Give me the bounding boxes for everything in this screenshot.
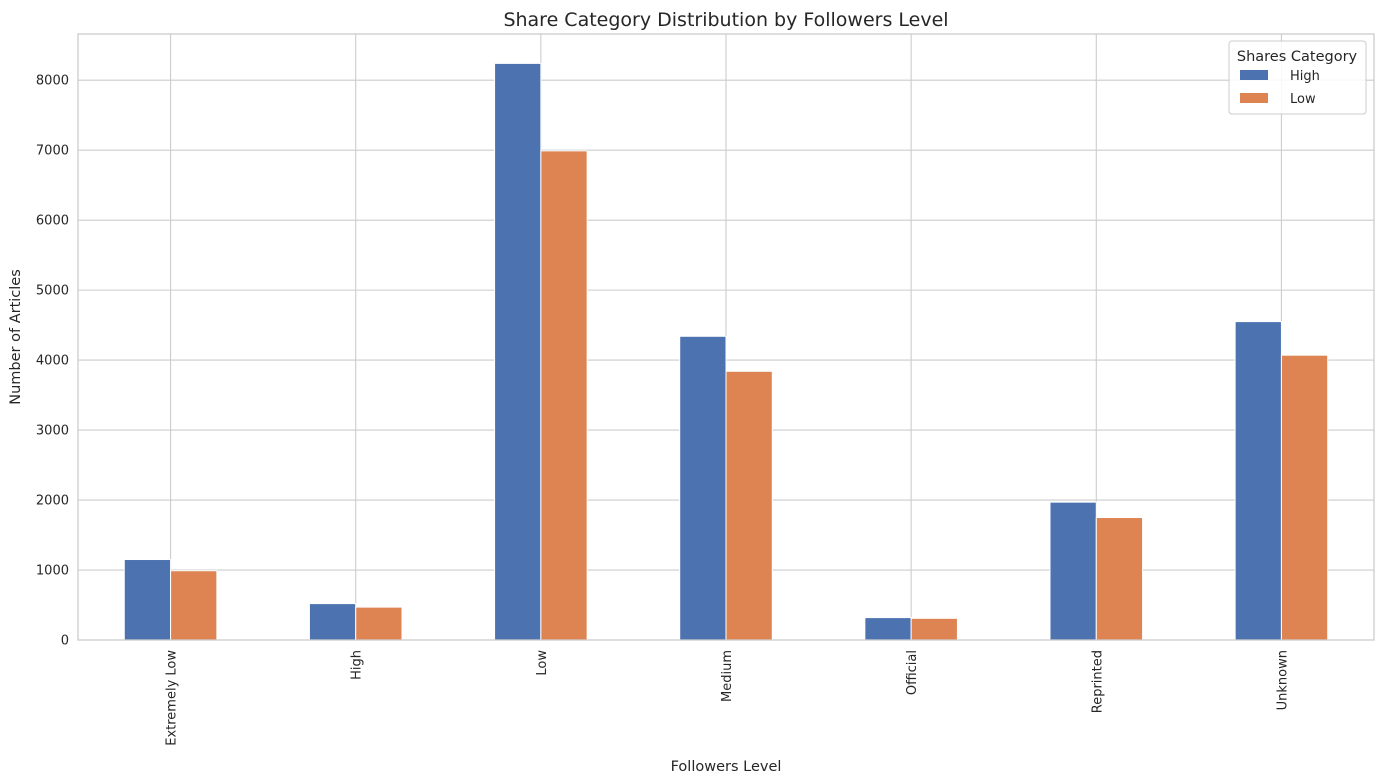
bar-low — [540, 150, 588, 641]
x-tick-label: High — [350, 650, 365, 680]
y-tick-label: 2000 — [36, 494, 69, 509]
plot-frame — [77, 33, 1375, 641]
y-tick-label: 8000 — [36, 74, 69, 89]
bars — [123, 62, 1329, 641]
x-tick-label: Reprinted — [1090, 650, 1105, 713]
y-tick-label: 1000 — [36, 564, 69, 579]
x-tick-label: Extremely Low — [165, 650, 180, 746]
bar-high — [308, 603, 357, 641]
bar-low — [355, 606, 403, 641]
bar-high — [123, 559, 172, 641]
y-tick-label: 7000 — [36, 144, 69, 159]
x-tick-label: Official — [905, 650, 920, 695]
bar-low — [1280, 354, 1329, 641]
y-tick-label: 0 — [61, 634, 69, 649]
x-axis-ticks: Extremely Low High Low Medium Official Reprin… — [165, 650, 1291, 746]
x-tick-label: Medium — [720, 650, 735, 702]
chart-title: Share Category Distribution by Followers… — [503, 9, 948, 31]
legend-items: High Low — [1240, 69, 1320, 107]
x-axis-label: Followers Level — [671, 759, 782, 775]
y-axis-ticks: 0 1000 2000 3000 4000 5000 6000 7000 8000 — [36, 74, 69, 649]
bar-high — [494, 62, 542, 641]
bar-low — [1095, 517, 1144, 641]
bar-high — [864, 617, 912, 641]
y-tick-label: 5000 — [36, 284, 69, 299]
legend-label-low: Low — [1290, 92, 1316, 107]
legend-label-high: High — [1290, 69, 1320, 84]
bar-high — [679, 335, 727, 641]
y-tick-label: 3000 — [36, 424, 69, 439]
bar-low — [725, 370, 773, 641]
bar-high — [1049, 501, 1097, 641]
x-tick-label: Unknown — [1275, 650, 1290, 710]
y-tick-label: 4000 — [36, 354, 69, 369]
legend: Shares Category High Low — [1228, 40, 1367, 115]
legend-swatch-high — [1240, 70, 1268, 80]
x-tick-label: Low — [535, 650, 550, 676]
bar-low — [910, 617, 958, 641]
y-tick-label: 6000 — [36, 214, 69, 229]
bar-low — [170, 570, 218, 641]
y-axis-label: Number of Articles — [8, 269, 24, 405]
legend-title: Shares Category — [1237, 49, 1358, 65]
bar-high — [1234, 321, 1282, 641]
legend-swatch-low — [1240, 93, 1268, 103]
